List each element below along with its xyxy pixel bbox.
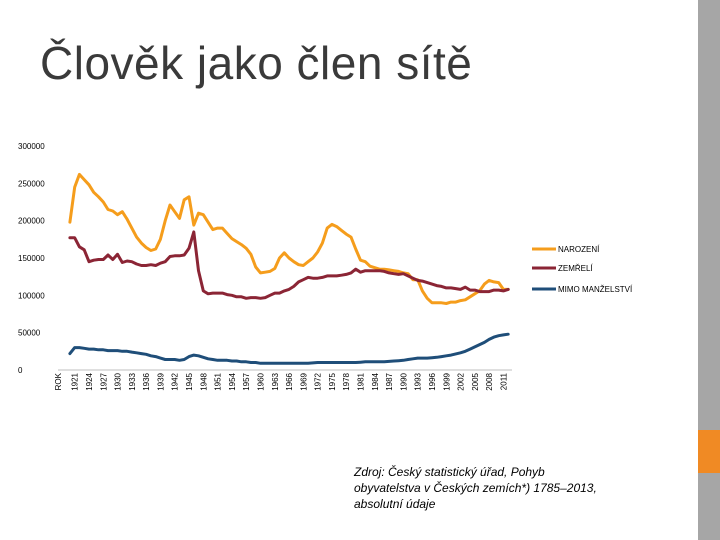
series-lines: [68, 172, 510, 365]
legend: NAROZENÍ ZEMŘELÍ MIMO MANŽELSTVÍ: [532, 245, 633, 294]
y-axis-labels: 0 50000 100000 150000 200000 250000 300000: [18, 142, 45, 375]
x-tick-label: 1984: [371, 372, 380, 390]
x-tick-label: 1978: [342, 372, 351, 390]
legend-label: ZEMŘELÍ: [558, 264, 593, 273]
x-tick-label: 1942: [171, 372, 180, 390]
x-tick-label: 1987: [385, 372, 394, 390]
x-tick-label: 1924: [85, 372, 94, 390]
x-tick-label: 1951: [214, 372, 223, 390]
x-tick-label: 1969: [299, 372, 308, 390]
decorative-side-bar-top: [698, 0, 720, 430]
line-chart: 0 50000 100000 150000 200000 250000 300000 ROK…: [18, 142, 633, 391]
x-tick-label: 2011: [499, 372, 508, 390]
legend-label: NAROZENÍ: [558, 245, 600, 254]
x-tick-label: 1939: [156, 372, 165, 390]
x-tick-label: 1933: [128, 372, 137, 390]
decorative-side-bar-bottom: [698, 473, 720, 540]
decorative-orange-accent: [698, 430, 720, 473]
x-tick-label: 1948: [199, 372, 208, 390]
y-tick-label: 150000: [18, 254, 45, 263]
legend-label: MIMO MANŽELSTVÍ: [558, 285, 633, 294]
x-tick-label: 1960: [256, 372, 265, 390]
x-tick-label: 1981: [357, 372, 366, 390]
x-tick-label: 1921: [71, 372, 80, 390]
x-tick-label: 1975: [328, 372, 337, 390]
series-line-3: [68, 332, 510, 365]
x-tick-label: 1990: [399, 372, 408, 390]
x-tick-label: 2008: [485, 372, 494, 390]
x-tick-label: 1930: [114, 372, 123, 390]
series-line-2: [68, 230, 510, 300]
x-tick-label: 1993: [414, 372, 423, 390]
x-tick-label: 1996: [428, 372, 437, 390]
x-tick-label: 1963: [271, 372, 280, 390]
x-tick-label: 1999: [442, 372, 451, 390]
x-tick-label: 1972: [314, 372, 323, 390]
slide-title: Člověk jako člen sítě: [40, 37, 473, 89]
series-line-1: [68, 172, 510, 305]
x-tick-label: 1954: [228, 372, 237, 390]
x-tick-label: 1927: [99, 372, 108, 390]
y-tick-label: 250000: [18, 179, 45, 188]
source-note: Zdroj: Český statistický úřad, Pohyb oby…: [354, 465, 597, 511]
y-tick-label: 0: [18, 366, 23, 375]
x-tick-label: 2005: [471, 372, 480, 390]
y-tick-label: 50000: [18, 329, 41, 338]
y-tick-label: 200000: [18, 217, 45, 226]
x-tick-label: ROK: [54, 372, 63, 390]
y-tick-label: 100000: [18, 291, 45, 300]
x-tick-label: 1936: [142, 372, 151, 390]
x-tick-label: 1957: [242, 372, 251, 390]
x-tick-label: 1945: [185, 372, 194, 390]
y-tick-label: 300000: [18, 142, 45, 151]
x-tick-label: 2002: [457, 372, 466, 390]
x-axis: ROK 1921 1924 1927 1930 1933 1936 1939 1942 1945 1…: [54, 369, 512, 391]
x-tick-label: 1966: [285, 372, 294, 390]
